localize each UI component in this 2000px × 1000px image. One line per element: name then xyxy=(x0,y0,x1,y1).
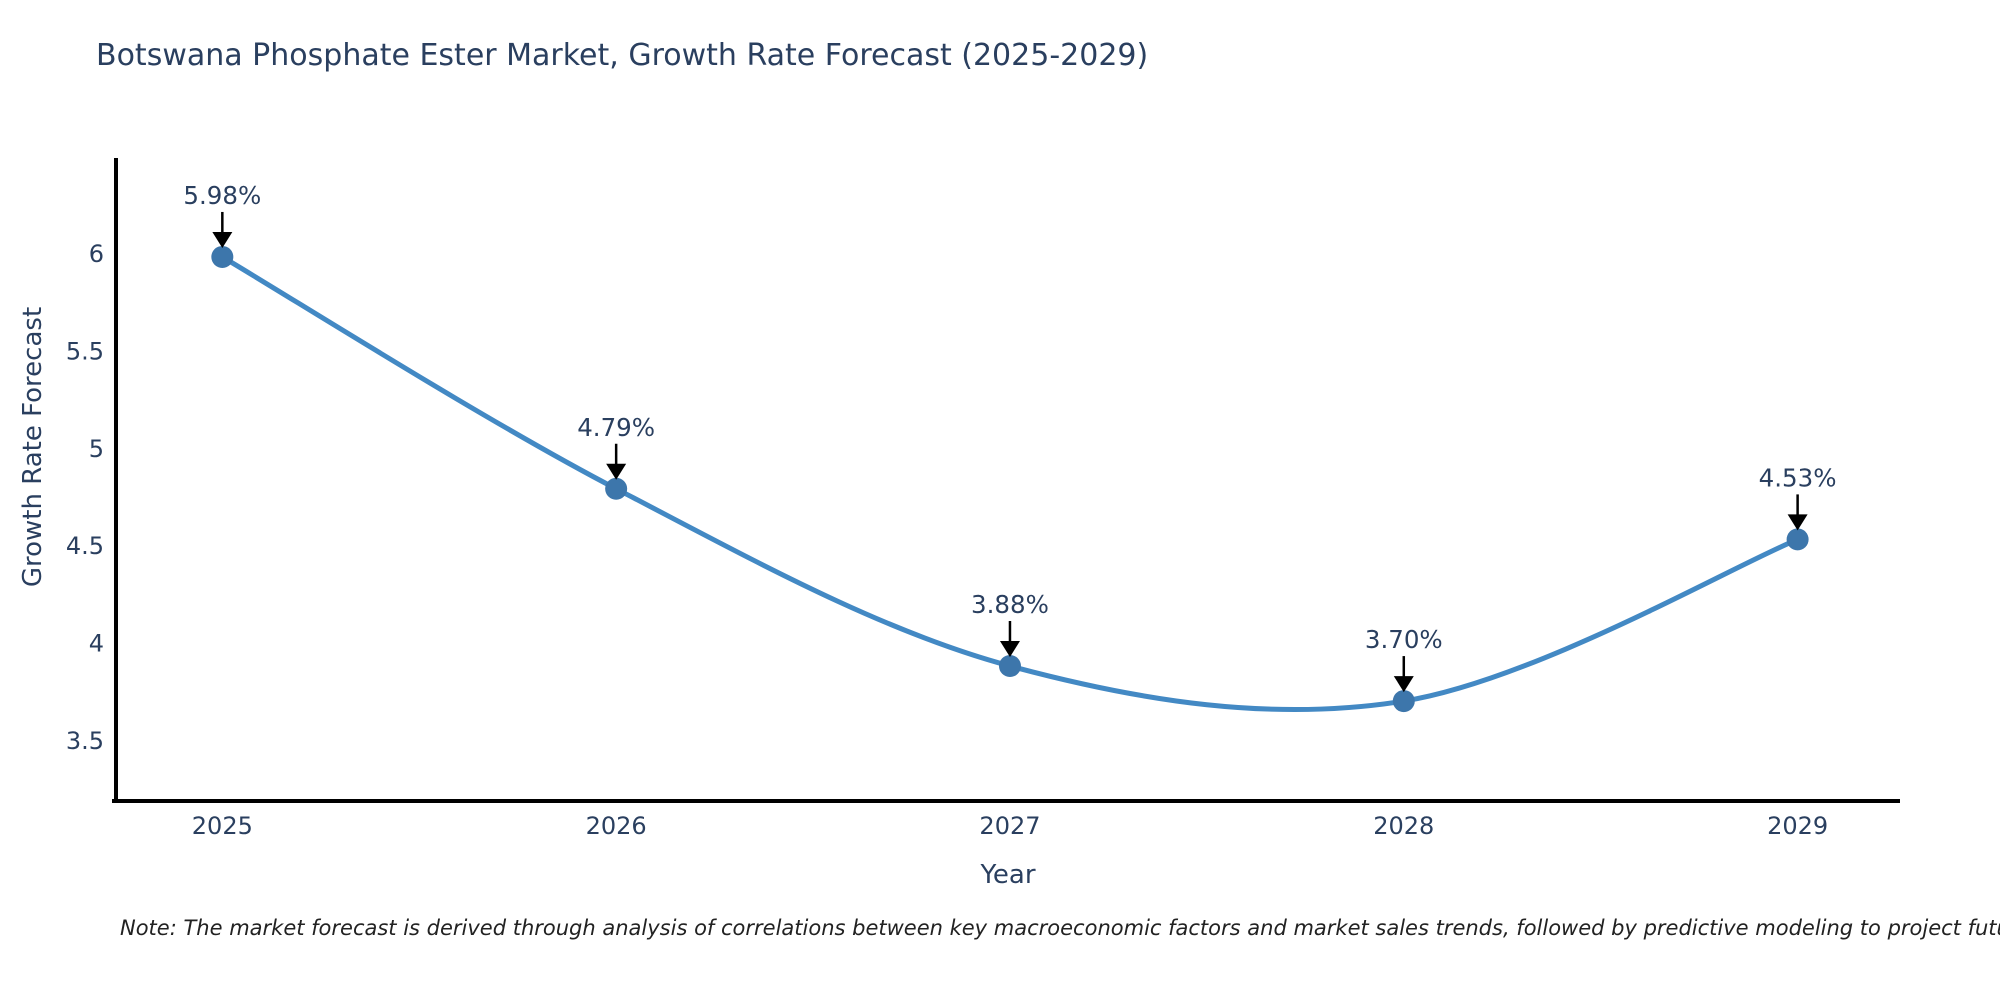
annotation-arrowhead xyxy=(1393,676,1414,693)
x-tick-label: 2028 xyxy=(1373,812,1434,840)
annotation-arrowhead xyxy=(1787,514,1808,531)
data-point-marker[interactable] xyxy=(211,245,234,268)
chart-title: Botswana Phosphate Ester Market, Growth … xyxy=(96,38,1149,73)
x-tick-label: 2027 xyxy=(979,812,1040,840)
y-tick-label: 5.5 xyxy=(66,337,104,365)
point-annotation: 3.70% xyxy=(1365,625,1443,654)
annotation-arrowhead xyxy=(606,463,627,480)
x-tick-label: 2026 xyxy=(586,812,647,840)
data-point-marker[interactable] xyxy=(998,655,1021,678)
y-tick-label: 4.5 xyxy=(66,532,104,560)
annotation-arrowhead xyxy=(999,641,1020,658)
data-point-marker[interactable] xyxy=(1786,528,1809,551)
footnote: Note: The market forecast is derived thr… xyxy=(120,916,2000,940)
data-point-marker[interactable] xyxy=(605,477,628,500)
y-tick-label: 5 xyxy=(89,435,104,463)
y-tick-label: 3.5 xyxy=(66,727,104,755)
x-tick-label: 2025 xyxy=(192,812,253,840)
y-tick-label: 4 xyxy=(89,630,104,658)
y-tick-label: 6 xyxy=(89,240,104,268)
point-annotation: 4.53% xyxy=(1759,463,1837,492)
point-annotation: 3.88% xyxy=(971,590,1049,619)
point-annotation: 5.98% xyxy=(183,181,261,210)
x-axis-title: Year xyxy=(980,860,1036,890)
annotation-arrowhead xyxy=(212,231,233,248)
data-point-marker[interactable] xyxy=(1392,690,1415,713)
point-annotation: 4.79% xyxy=(577,413,655,442)
x-tick-label: 2029 xyxy=(1767,812,1828,840)
